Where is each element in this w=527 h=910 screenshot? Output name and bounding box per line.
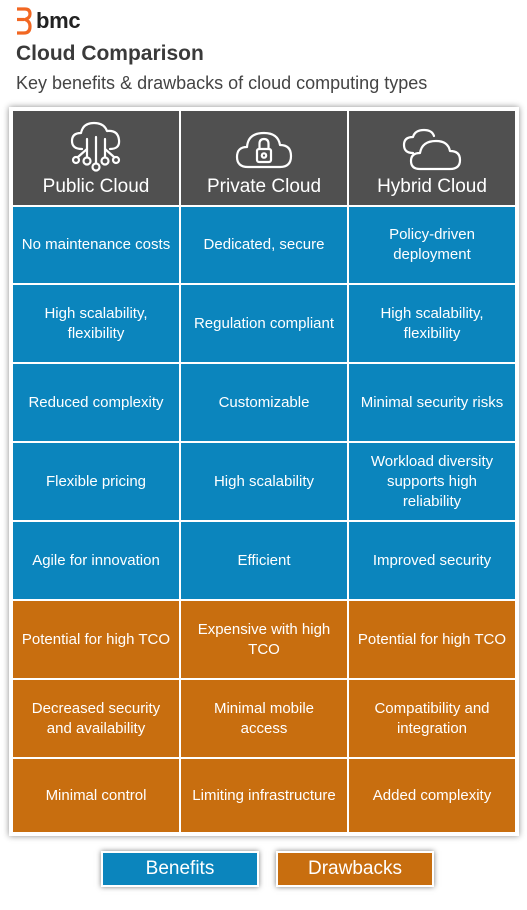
benefit-cell: Regulation compliant <box>181 285 347 362</box>
column-header-hybrid-cloud: Hybrid Cloud <box>349 111 515 205</box>
drawback-cell: Minimal mobile access <box>181 680 347 757</box>
benefit-cell: High scalability, flexibility <box>13 285 179 362</box>
bmc-logo: bmc <box>14 6 81 36</box>
drawback-cell: Added complexity <box>349 759 515 832</box>
benefit-cell: No maintenance costs <box>13 207 179 283</box>
cloud-network-icon <box>70 121 121 172</box>
drawback-cell: Expensive with high TCO <box>181 601 347 678</box>
bmc-logo-icon <box>17 7 32 35</box>
drawback-cell: Minimal control <box>13 759 179 832</box>
drawback-cell: Potential for high TCO <box>349 601 515 678</box>
drawback-cell: Decreased security and availability <box>13 680 179 757</box>
drawback-cell: Compatibility and integration <box>349 680 515 757</box>
benefit-cell: Policy-driven deployment <box>349 207 515 283</box>
legend-drawbacks: Drawbacks <box>276 851 434 887</box>
benefit-cell: High scalability, flexibility <box>349 285 515 362</box>
column-header-private-cloud: Private Cloud <box>181 111 347 205</box>
page-subtitle: Key benefits & drawbacks of cloud comput… <box>16 73 428 93</box>
column-header-label: Public Cloud <box>42 176 150 197</box>
brand-name: bmc <box>36 8 81 33</box>
comparison-table: Public Cloud Private Cloud Hybrid Cloud … <box>9 107 519 836</box>
benefit-cell: Customizable <box>181 364 347 441</box>
legend-benefits: Benefits <box>101 851 259 887</box>
column-header-public-cloud: Public Cloud <box>13 111 179 205</box>
benefit-cell: Agile for innovation <box>13 522 179 599</box>
benefit-cell: Dedicated, secure <box>181 207 347 283</box>
benefit-cell: Flexible pricing <box>13 443 179 520</box>
benefit-cell: Workload diversity supports high reliabi… <box>349 443 515 520</box>
benefit-cell: High scalability <box>181 443 347 520</box>
column-header-label: Hybrid Cloud <box>377 176 487 197</box>
cloud-lock-icon <box>235 131 293 169</box>
benefit-cell: Improved security <box>349 522 515 599</box>
drawback-cell: Potential for high TCO <box>13 601 179 678</box>
benefit-cell: Efficient <box>181 522 347 599</box>
benefit-cell: Reduced complexity <box>13 364 179 441</box>
double-cloud-icon <box>402 128 462 171</box>
benefit-cell: Minimal security risks <box>349 364 515 441</box>
page-title: Cloud Comparison <box>16 42 204 65</box>
drawback-cell: Limiting infrastructure <box>181 759 347 832</box>
column-header-label: Private Cloud <box>206 176 322 197</box>
